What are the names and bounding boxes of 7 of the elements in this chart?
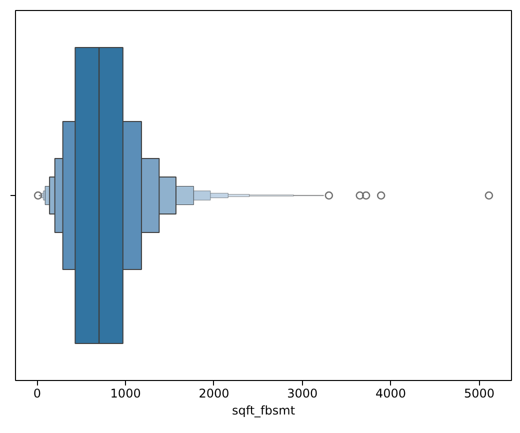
x-axis-title: sqft_fbsmt	[232, 404, 296, 418]
x-tick-label: 0	[33, 386, 41, 400]
x-tick-label: 4000	[376, 386, 406, 400]
x-tick-label: 5000	[464, 386, 495, 400]
x-tick-label: 2000	[198, 386, 230, 400]
x-tick-label: 3000	[287, 386, 318, 400]
x-tick-label: 1000	[110, 386, 141, 400]
